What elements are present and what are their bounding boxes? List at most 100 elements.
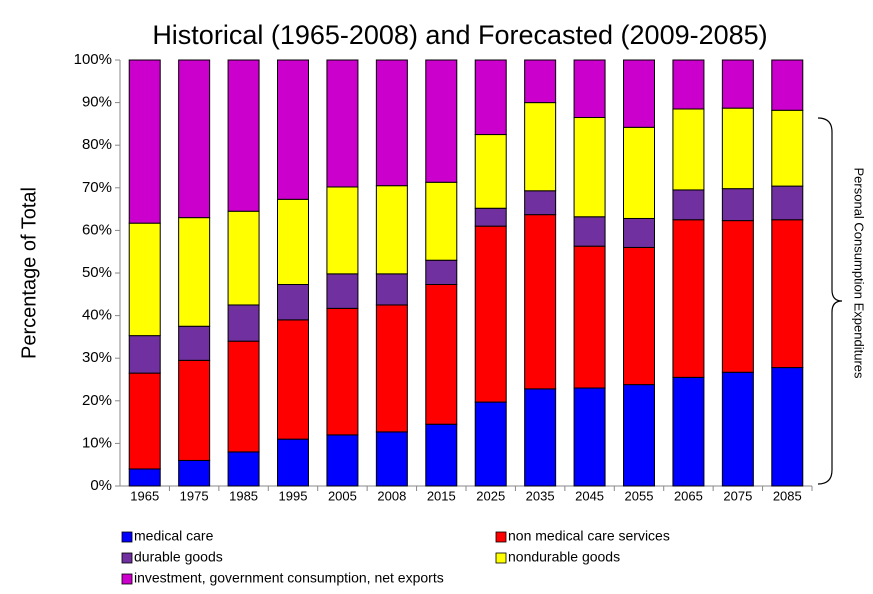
- x-tick-label: 2065: [674, 488, 703, 503]
- bar-segment: [128, 59, 161, 224]
- legend-label: investment, government consumption, net …: [134, 570, 444, 586]
- annotation: Personal Consumption Expenditures: [852, 167, 867, 379]
- bar-segment: [277, 284, 309, 321]
- bar-segment: [573, 117, 606, 218]
- x-tick-label: 2045: [575, 488, 604, 503]
- bar-segment: [128, 372, 161, 470]
- bar-segment: [524, 59, 557, 104]
- legend-swatch: [121, 531, 133, 543]
- y-tick-label: 20%: [82, 392, 112, 409]
- legend-label: durable goods: [134, 549, 223, 565]
- x-tick-label: 1985: [229, 488, 258, 503]
- x-tick-label: 2055: [625, 488, 654, 503]
- brace: [817, 117, 843, 485]
- bar-segment: [227, 59, 260, 212]
- x-tick-label: 2005: [328, 488, 357, 503]
- x-tick-label: 1965: [130, 488, 159, 503]
- bar-segment: [771, 109, 804, 187]
- bar-segment: [326, 59, 359, 188]
- bar-segment: [623, 217, 655, 248]
- bar-segment: [227, 451, 260, 487]
- legend-label: nondurable goods: [508, 549, 620, 565]
- bar-segment: [425, 259, 458, 286]
- bar-segment: [623, 384, 655, 487]
- bar-segment: [375, 304, 408, 433]
- bar-segment: [474, 225, 507, 403]
- bar-segment: [277, 438, 309, 487]
- x-tick-label: 1975: [180, 488, 209, 503]
- bar-segment: [573, 245, 606, 389]
- y-tick-label: 10%: [82, 434, 112, 451]
- x-tick-label: 2075: [723, 488, 752, 503]
- y-tick-label: 100%: [74, 51, 112, 68]
- bar-segment: [771, 367, 804, 487]
- bar-segment: [524, 388, 557, 487]
- bar-segment: [425, 181, 458, 261]
- bar-segment: [178, 359, 211, 461]
- bar-segment: [128, 222, 161, 337]
- bar-segment: [326, 434, 359, 487]
- bar-segment: [771, 219, 804, 369]
- bar-segment: [721, 371, 754, 487]
- legend-swatch: [121, 552, 133, 564]
- bar-segment: [672, 59, 705, 110]
- bar-segment: [375, 185, 408, 275]
- bar-segment: [573, 59, 606, 119]
- bar-segment: [474, 401, 507, 487]
- bar-segment: [227, 340, 260, 453]
- x-tick-label: 2015: [427, 488, 456, 503]
- bar-segment: [721, 220, 754, 373]
- bar-segment: [524, 102, 557, 192]
- bar-segment: [573, 216, 606, 247]
- bar-segment: [178, 459, 211, 487]
- bar-segment: [178, 217, 211, 327]
- bar-segment: [672, 108, 705, 191]
- y-tick-label: 60%: [82, 221, 112, 238]
- legend-swatch: [495, 552, 507, 564]
- legend-swatch: [495, 531, 507, 543]
- bar-segment: [277, 198, 309, 286]
- x-tick-label: 2008: [377, 488, 406, 503]
- bar-segment: [623, 59, 655, 128]
- bar-segment: [524, 214, 557, 390]
- bar-segment: [375, 273, 408, 306]
- y-tick-label: 30%: [82, 349, 112, 366]
- bar-segment: [425, 423, 458, 487]
- bar-segment: [771, 59, 804, 111]
- y-tick-label: 70%: [82, 179, 112, 196]
- bar-segment: [573, 387, 606, 487]
- bar-segment: [227, 210, 260, 306]
- bar-segment: [425, 59, 458, 183]
- bar-segment: [375, 59, 408, 187]
- bar-segment: [227, 304, 260, 342]
- bar-segment: [771, 185, 804, 221]
- bar-segment: [375, 431, 408, 487]
- bar-segment: [623, 246, 655, 386]
- y-tick-label: 90%: [82, 94, 112, 111]
- bar-segment: [474, 134, 507, 209]
- legend-swatch: [121, 573, 133, 585]
- x-tick-label: 2035: [526, 488, 555, 503]
- bar-segment: [178, 325, 211, 361]
- bar-segment: [672, 189, 705, 221]
- bar-segment: [672, 219, 705, 378]
- y-axis-label: Percentage of Total: [18, 187, 40, 359]
- legend-label: non medical care services: [508, 528, 670, 544]
- bar-segment: [721, 188, 754, 222]
- x-tick-label: 2025: [476, 488, 505, 503]
- bar-segment: [474, 207, 507, 227]
- bar-segment: [721, 107, 754, 190]
- bar-segment: [178, 59, 211, 219]
- bar-segment: [524, 190, 557, 216]
- bar-segment: [326, 186, 359, 275]
- bar-segment: [128, 468, 161, 487]
- bar-segment: [672, 376, 705, 487]
- bar-segment: [425, 284, 458, 425]
- bar-segment: [474, 59, 507, 136]
- bar-segment: [277, 319, 309, 440]
- x-tick-label: 2085: [773, 488, 802, 503]
- x-tick-label: 1995: [279, 488, 308, 503]
- bar-segment: [128, 335, 161, 374]
- y-tick-label: 40%: [82, 307, 112, 324]
